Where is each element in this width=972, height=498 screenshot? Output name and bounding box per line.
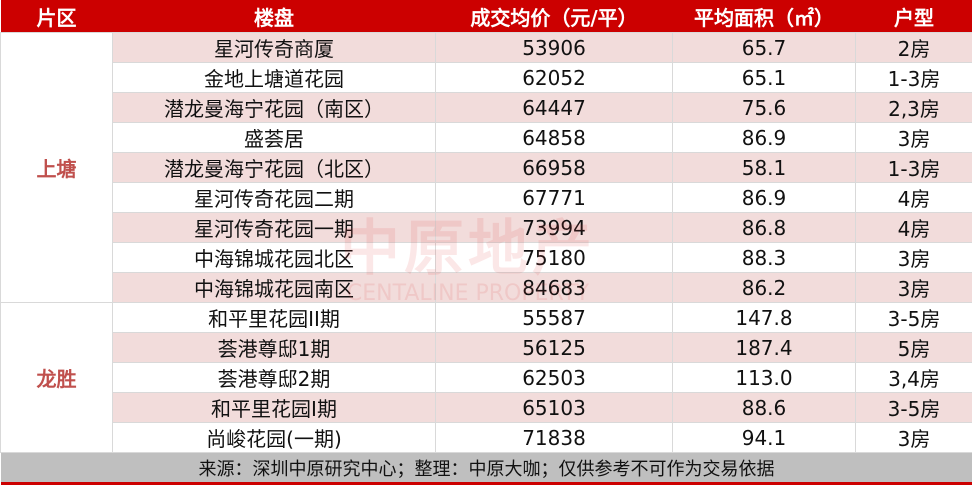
table-cell-area: 88.6 <box>672 392 856 423</box>
table-cell-property: 尚峻花园(一期) <box>112 422 436 453</box>
table-cell-price: 84683 <box>435 272 673 303</box>
table-cell-type: 1-3房 <box>855 152 972 183</box>
table-cell-property: 金地上塘道花园 <box>112 62 436 93</box>
table-cell-price: 65103 <box>435 392 673 423</box>
table-cell-property: 星河传奇商厦 <box>112 32 436 63</box>
table-cell-price: 53906 <box>435 32 673 63</box>
table-cell-property: 盛荟居 <box>112 122 436 153</box>
header-type: 户型 <box>855 0 972 33</box>
district-cell: 上塘 <box>0 32 113 303</box>
table-cell-area: 86.9 <box>672 122 856 153</box>
table-cell-property: 中海锦城花园南区 <box>112 272 436 303</box>
table-cell-type: 2,3房 <box>855 92 972 123</box>
table-cell-property: 潜龙曼海宁花园（北区） <box>112 152 436 183</box>
table-cell-area: 65.7 <box>672 32 856 63</box>
table-cell-area: 75.6 <box>672 92 856 123</box>
table-cell-type: 3房 <box>855 242 972 273</box>
table-cell-price: 75180 <box>435 242 673 273</box>
table-cell-area: 187.4 <box>672 332 856 363</box>
table-cell-property: 和平里花园II期 <box>112 302 436 333</box>
table-cell-area: 86.8 <box>672 212 856 243</box>
table-cell-type: 1-3房 <box>855 62 972 93</box>
table-cell-price: 55587 <box>435 302 673 333</box>
table-cell-type: 3房 <box>855 272 972 303</box>
table-cell-area: 147.8 <box>672 302 856 333</box>
table-row: 潜龙曼海宁花园（北区） 66958 58.1 1-3房 <box>1 152 972 183</box>
table-cell-property: 潜龙曼海宁花园（南区） <box>112 92 436 123</box>
district-cell: 龙胜 <box>0 302 113 453</box>
table-cell-type: 3-5房 <box>855 302 972 333</box>
table-cell-type: 3-5房 <box>855 392 972 423</box>
table-row: 荟港尊邸2期 62503 113.0 3,4房 <box>1 362 972 393</box>
table-cell-type: 3房 <box>855 122 972 153</box>
table-row: 星河传奇花园二期 67771 86.9 4房 <box>1 182 972 213</box>
table-row: 潜龙曼海宁花园（南区） 64447 75.6 2,3房 <box>1 92 972 123</box>
table-cell-price: 66958 <box>435 152 673 183</box>
table-cell-area: 86.2 <box>672 272 856 303</box>
table-cell-price: 67771 <box>435 182 673 213</box>
table-row: 盛荟居 64858 86.9 3房 <box>1 122 972 153</box>
table-cell-price: 62503 <box>435 362 673 393</box>
table-row: 荟港尊邸1期 56125 187.4 5房 <box>1 332 972 363</box>
header-row: 片区 楼盘 成交均价（元/平） 平均面积（㎡） 户型 <box>0 0 972 33</box>
table-cell-price: 71838 <box>435 422 673 453</box>
table-cell-area: 88.3 <box>672 242 856 273</box>
table-cell-price: 62052 <box>435 62 673 93</box>
table-row: 中海锦城花园南区 84683 86.2 3房 <box>1 272 972 303</box>
table-row: 中海锦城花园北区 75180 88.3 3房 <box>1 242 972 273</box>
table-cell-property: 中海锦城花园北区 <box>112 242 436 273</box>
price-table: 片区 楼盘 成交均价（元/平） 平均面积（㎡） 户型 上塘 星河传奇商厦 53906… <box>0 0 972 485</box>
table-cell-area: 65.1 <box>672 62 856 93</box>
table-cell-price: 64447 <box>435 92 673 123</box>
table-cell-property: 荟港尊邸1期 <box>112 332 436 363</box>
table-cell-area: 94.1 <box>672 422 856 453</box>
table-cell-type: 4房 <box>855 182 972 213</box>
header-area: 平均面积（㎡） <box>672 0 856 33</box>
table-row: 金地上塘道花园 62052 65.1 1-3房 <box>1 62 972 93</box>
table-row: 尚峻花园(一期) 71838 94.1 3房 <box>1 422 972 453</box>
table-cell-property: 星河传奇花园一期 <box>112 212 436 243</box>
table-cell-area: 58.1 <box>672 152 856 183</box>
table-cell-property: 星河传奇花园二期 <box>112 182 436 213</box>
header-property: 楼盘 <box>112 0 436 33</box>
table-cell-price: 56125 <box>435 332 673 363</box>
table-cell-type: 2房 <box>855 32 972 63</box>
header-price: 成交均价（元/平） <box>435 0 673 33</box>
table-row: 上塘 星河传奇商厦 53906 65.7 2房 <box>0 32 972 303</box>
table-cell-property: 和平里花园I期 <box>112 392 436 423</box>
header-district: 片区 <box>0 0 113 33</box>
table-cell-area: 113.0 <box>672 362 856 393</box>
table-cell-price: 73994 <box>435 212 673 243</box>
table-cell-type: 4房 <box>855 212 972 243</box>
source-footer: 来源：深圳中原研究中心；整理：中原大咖；仅供参考不可作为交易依据 <box>0 452 972 485</box>
table-cell-property: 荟港尊邸2期 <box>112 362 436 393</box>
table-cell-area: 86.9 <box>672 182 856 213</box>
table-row: 星河传奇花园一期 73994 86.8 4房 <box>1 212 972 243</box>
table-row: 和平里花园I期 65103 88.6 3-5房 <box>1 392 972 423</box>
table-cell-type: 3房 <box>855 422 972 453</box>
table-cell-price: 64858 <box>435 122 673 153</box>
table-cell-type: 5房 <box>855 332 972 363</box>
table-cell-type: 3,4房 <box>855 362 972 393</box>
table-row: 龙胜 和平里花园II期 55587 147.8 3-5房 <box>0 302 972 453</box>
